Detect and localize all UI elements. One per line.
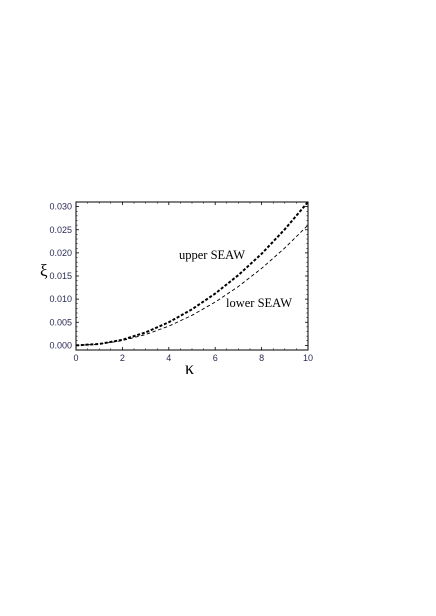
annotation-lower-seaw: lower SEAW bbox=[226, 296, 292, 310]
x-tick-label: 0 bbox=[73, 353, 78, 363]
x-tick-label: 6 bbox=[213, 353, 218, 363]
y-tick-label: 0.020 bbox=[49, 248, 72, 258]
x-axis-label: κ bbox=[185, 358, 194, 378]
plot-frame bbox=[75, 201, 309, 351]
y-tick-label: 0.030 bbox=[49, 202, 72, 212]
series-group bbox=[75, 201, 309, 347]
tick-group: 0 2 4 6 8 10 0.000 0.005 0.010 0.015 0.020 0.025 0.0… bbox=[49, 202, 313, 363]
annotation-upper-seaw: upper SEAW bbox=[179, 248, 245, 262]
x-tick-label: 10 bbox=[303, 353, 313, 363]
y-tick-label: 0.010 bbox=[49, 294, 72, 304]
y-tick-label: 0.025 bbox=[49, 225, 72, 235]
y-tick-label: 0.015 bbox=[49, 271, 72, 281]
y-tick-label: 0.000 bbox=[49, 340, 72, 350]
y-axis-label: ξ bbox=[40, 261, 48, 280]
series-line-upper-seaw bbox=[75, 201, 309, 347]
plot-area bbox=[75, 201, 309, 351]
x-tick-label: 2 bbox=[120, 353, 125, 363]
y-tick-label: 0.005 bbox=[49, 317, 72, 327]
series-line-lower-seaw bbox=[75, 224, 309, 346]
x-tick-label: 8 bbox=[259, 353, 264, 363]
x-tick-label: 4 bbox=[166, 353, 171, 363]
